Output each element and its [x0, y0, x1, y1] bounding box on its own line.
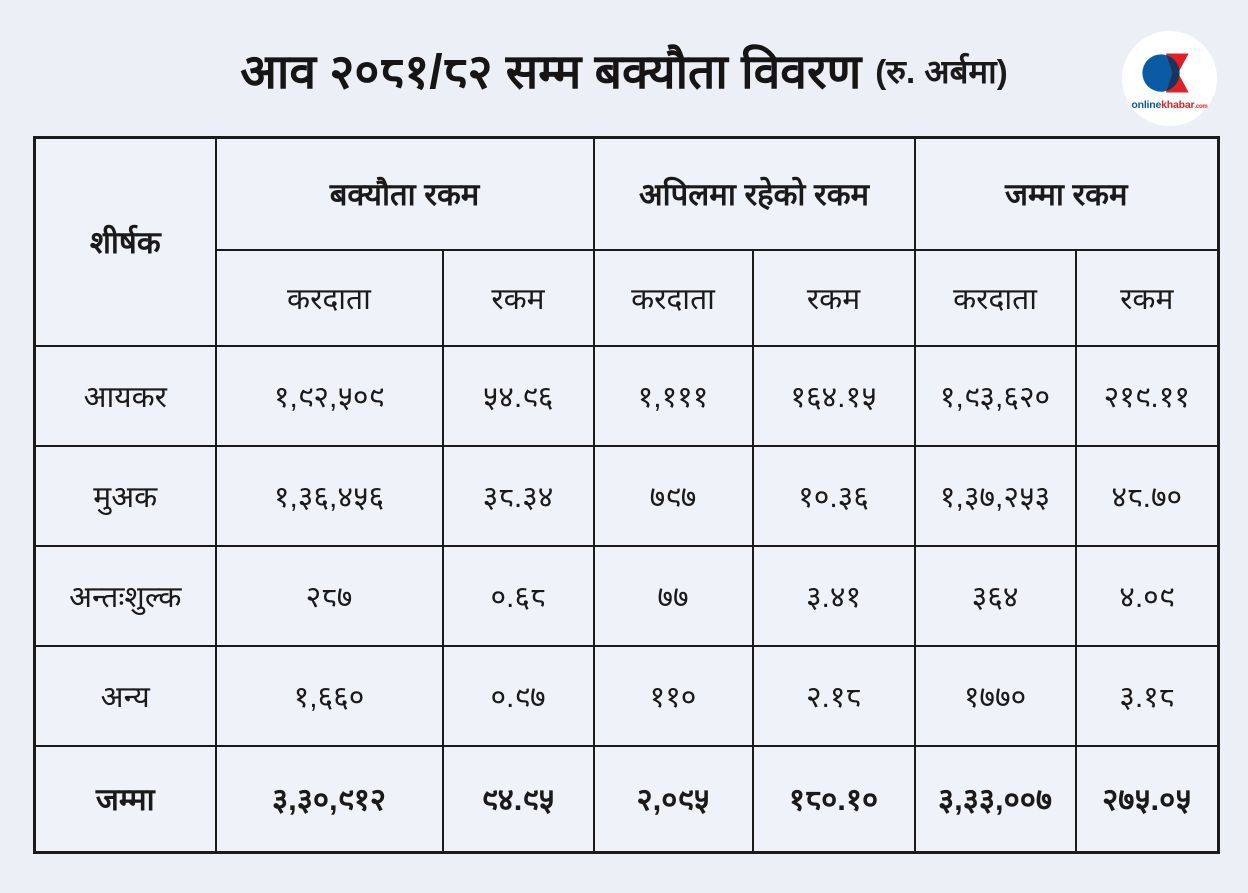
total-cell: ३,३३,००७ [913, 744, 1077, 854]
page-title: आव २०८१/८२ सम्म बक्यौता विवरण (रु. अर्बम… [0, 0, 1248, 136]
value-cell: ४.०९ [1074, 544, 1220, 647]
value-cell: १०.३६ [751, 444, 916, 547]
column-header-shirshak: शीर्षक [33, 136, 217, 347]
row-label-total: जम्मा [33, 744, 217, 854]
value-cell: २८७ [214, 544, 444, 647]
value-cell: ३६४ [913, 544, 1077, 647]
value-cell: १७७० [913, 644, 1077, 747]
value-cell: २१९.११ [1074, 344, 1220, 447]
onlinekhabar-logo: onlinekhabar.com [1122, 31, 1217, 126]
value-cell: १,९२,५०९ [214, 344, 444, 447]
row-label: मुअक [33, 444, 217, 547]
value-cell: १,३७,२५३ [913, 444, 1077, 547]
subheader-rakam-2: रकम [751, 248, 916, 347]
value-cell: १,१११ [592, 344, 754, 447]
table-row-total: जम्मा ३,३०,९१२ ९४.९५ २,०९५ १८०.१० ३,३३,०… [33, 744, 1220, 854]
value-cell: ७७ [592, 544, 754, 647]
table-row-anya: अन्य १,६६० ०.९७ ११० २.१८ १७७० ३.१८ [33, 644, 1220, 747]
logo-text-online: online [1131, 98, 1162, 111]
title-text: आव २०८१/८२ सम्म बक्यौता विवरण [240, 45, 862, 99]
header: आव २०८१/८२ सम्म बक्यौता विवरण (रु. अर्बम… [0, 0, 1248, 136]
value-cell: ३८.३४ [441, 444, 595, 547]
value-cell: ४८.७० [1074, 444, 1220, 547]
header-group-row: शीर्षक बक्यौता रकम अपिलमा रहेको रकम जम्म… [33, 136, 1220, 347]
value-cell: १,३६,४५६ [214, 444, 444, 547]
row-label: अन्य [33, 644, 217, 747]
column-group-apilma-raheko-rakam: अपिलमा रहेको रकम [592, 136, 916, 251]
column-group-bakyauta-rakam: बक्यौता रकम [214, 136, 595, 251]
subheader-karadata-1: करदाता [214, 248, 444, 347]
value-cell: ७९७ [592, 444, 754, 547]
row-label: आयकर [33, 344, 217, 447]
title-unit: (रु. अर्बमा) [875, 52, 1008, 90]
total-cell: ९४.९५ [441, 744, 595, 854]
value-cell: ३.१८ [1074, 644, 1220, 747]
total-cell: २,०९५ [592, 744, 754, 854]
value-cell: १,९३,६२० [913, 344, 1077, 447]
total-cell: ३,३०,९१२ [214, 744, 444, 854]
value-cell: १६४.१५ [751, 344, 916, 447]
value-cell: ५४.९६ [441, 344, 595, 447]
logo-text-com: .com [1194, 103, 1208, 110]
header-sub-row: करदाता रकम करदाता रकम करदाता रकम [35, 248, 1220, 347]
table-row-aayakar: आयकर १,९२,५०९ ५४.९६ १,१११ १६४.१५ १,९३,६२… [33, 344, 1220, 447]
total-cell: २७५.०५ [1074, 744, 1220, 854]
value-cell: ३.४१ [751, 544, 916, 647]
subheader-karadata-3: करदाता [913, 248, 1077, 347]
value-cell: ११० [592, 644, 754, 747]
table-row-antahshulka: अन्तःशुल्क २८७ ०.६८ ७७ ३.४१ ३६४ ४.०९ [33, 544, 1220, 647]
arrears-table: शीर्षक बक्यौता रकम अपिलमा रहेको रकम जम्म… [33, 136, 1221, 854]
value-cell: २.१८ [751, 644, 916, 747]
row-label: अन्तःशुल्क [33, 544, 217, 647]
logo-wordmark: onlinekhabar.com [1131, 100, 1207, 111]
value-cell: ०.९७ [441, 644, 595, 747]
subheader-karadata-2: करदाता [592, 248, 754, 347]
subheader-rakam-1: रकम [441, 248, 595, 347]
logo-text-khabar: khabar [1161, 98, 1195, 111]
total-cell: १८०.१० [751, 744, 916, 854]
ok-logo-icon [1141, 53, 1189, 93]
subheader-rakam-3: रकम [1074, 248, 1220, 347]
value-cell: १,६६० [214, 644, 444, 747]
column-group-jamma-rakam: जम्मा रकम [913, 136, 1220, 251]
value-cell: ०.६८ [441, 544, 595, 647]
table-row-muak: मुअक १,३६,४५६ ३८.३४ ७९७ १०.३६ १,३७,२५३ ४… [33, 444, 1220, 547]
